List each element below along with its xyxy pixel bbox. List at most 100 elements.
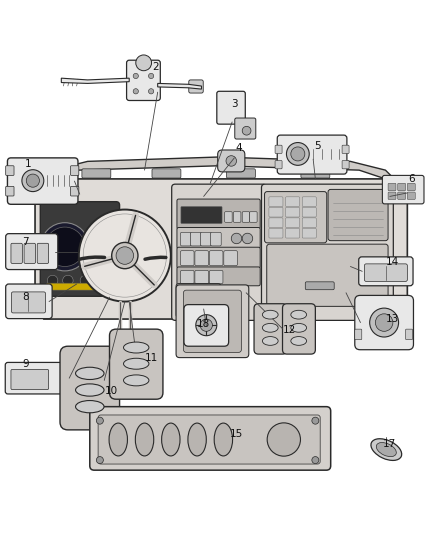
FancyBboxPatch shape <box>283 304 315 354</box>
Circle shape <box>148 88 154 94</box>
Ellipse shape <box>376 442 396 457</box>
Circle shape <box>148 74 154 78</box>
Text: 6: 6 <box>408 174 415 184</box>
FancyBboxPatch shape <box>37 243 49 263</box>
FancyBboxPatch shape <box>191 232 201 246</box>
FancyBboxPatch shape <box>201 232 211 246</box>
Text: 9: 9 <box>22 359 29 369</box>
FancyBboxPatch shape <box>269 207 283 217</box>
FancyBboxPatch shape <box>6 166 14 175</box>
FancyBboxPatch shape <box>6 233 58 270</box>
FancyBboxPatch shape <box>211 232 221 246</box>
Ellipse shape <box>371 439 402 461</box>
FancyBboxPatch shape <box>40 201 120 296</box>
FancyBboxPatch shape <box>250 212 257 222</box>
Ellipse shape <box>262 310 278 319</box>
Polygon shape <box>158 84 201 89</box>
FancyBboxPatch shape <box>328 189 388 241</box>
Circle shape <box>226 156 237 166</box>
FancyBboxPatch shape <box>24 243 35 263</box>
FancyBboxPatch shape <box>62 375 74 388</box>
FancyBboxPatch shape <box>11 292 46 313</box>
Circle shape <box>312 417 319 424</box>
FancyBboxPatch shape <box>177 228 260 248</box>
FancyBboxPatch shape <box>181 206 222 223</box>
Circle shape <box>116 247 134 264</box>
Circle shape <box>286 142 309 165</box>
FancyBboxPatch shape <box>242 212 250 222</box>
FancyBboxPatch shape <box>177 199 260 229</box>
FancyBboxPatch shape <box>5 362 72 394</box>
Circle shape <box>312 457 319 464</box>
Text: 18: 18 <box>197 319 210 329</box>
Circle shape <box>196 314 217 336</box>
FancyBboxPatch shape <box>172 184 266 320</box>
FancyBboxPatch shape <box>388 192 396 199</box>
FancyBboxPatch shape <box>218 150 245 172</box>
FancyBboxPatch shape <box>233 212 241 222</box>
Text: 10: 10 <box>105 386 118 397</box>
FancyBboxPatch shape <box>286 197 300 206</box>
FancyBboxPatch shape <box>407 192 415 199</box>
FancyBboxPatch shape <box>152 169 181 178</box>
FancyBboxPatch shape <box>46 283 116 290</box>
FancyBboxPatch shape <box>302 207 316 217</box>
FancyBboxPatch shape <box>60 346 120 430</box>
FancyBboxPatch shape <box>275 160 282 169</box>
FancyBboxPatch shape <box>176 285 249 358</box>
Text: 15: 15 <box>230 429 243 439</box>
FancyBboxPatch shape <box>301 169 330 178</box>
FancyBboxPatch shape <box>176 284 221 317</box>
Text: 14: 14 <box>385 257 399 267</box>
FancyBboxPatch shape <box>305 282 334 290</box>
Circle shape <box>242 233 253 244</box>
FancyBboxPatch shape <box>406 329 413 340</box>
Circle shape <box>291 147 305 161</box>
Ellipse shape <box>75 400 104 413</box>
Circle shape <box>112 243 138 269</box>
FancyBboxPatch shape <box>209 270 223 284</box>
FancyBboxPatch shape <box>90 407 331 470</box>
FancyBboxPatch shape <box>6 187 14 196</box>
Ellipse shape <box>124 375 149 386</box>
FancyBboxPatch shape <box>177 247 260 268</box>
Circle shape <box>375 314 393 332</box>
FancyBboxPatch shape <box>275 145 282 154</box>
Text: 5: 5 <box>314 141 321 151</box>
FancyBboxPatch shape <box>82 169 111 178</box>
FancyBboxPatch shape <box>302 218 316 228</box>
Circle shape <box>98 275 108 286</box>
Circle shape <box>83 230 117 263</box>
Polygon shape <box>61 78 129 84</box>
FancyBboxPatch shape <box>364 264 407 281</box>
Ellipse shape <box>124 342 149 353</box>
Polygon shape <box>31 157 407 201</box>
FancyBboxPatch shape <box>6 284 52 319</box>
FancyBboxPatch shape <box>269 197 283 206</box>
FancyBboxPatch shape <box>388 183 396 191</box>
Circle shape <box>242 126 251 135</box>
Ellipse shape <box>291 324 307 332</box>
FancyBboxPatch shape <box>261 184 393 320</box>
Text: 1: 1 <box>25 159 32 168</box>
FancyBboxPatch shape <box>254 304 287 354</box>
FancyBboxPatch shape <box>180 270 194 284</box>
Circle shape <box>191 292 206 308</box>
Text: 2: 2 <box>152 62 159 72</box>
Circle shape <box>79 209 171 302</box>
FancyBboxPatch shape <box>189 80 203 93</box>
FancyBboxPatch shape <box>286 207 300 217</box>
FancyBboxPatch shape <box>265 191 327 243</box>
FancyBboxPatch shape <box>267 244 388 306</box>
FancyBboxPatch shape <box>184 290 241 352</box>
Circle shape <box>133 74 138 78</box>
FancyBboxPatch shape <box>342 160 349 169</box>
Polygon shape <box>35 179 407 319</box>
Circle shape <box>370 308 399 337</box>
FancyBboxPatch shape <box>195 270 208 284</box>
FancyBboxPatch shape <box>302 197 316 206</box>
Text: 4: 4 <box>235 143 242 154</box>
Ellipse shape <box>75 367 104 379</box>
FancyBboxPatch shape <box>71 187 79 196</box>
FancyBboxPatch shape <box>195 251 208 265</box>
